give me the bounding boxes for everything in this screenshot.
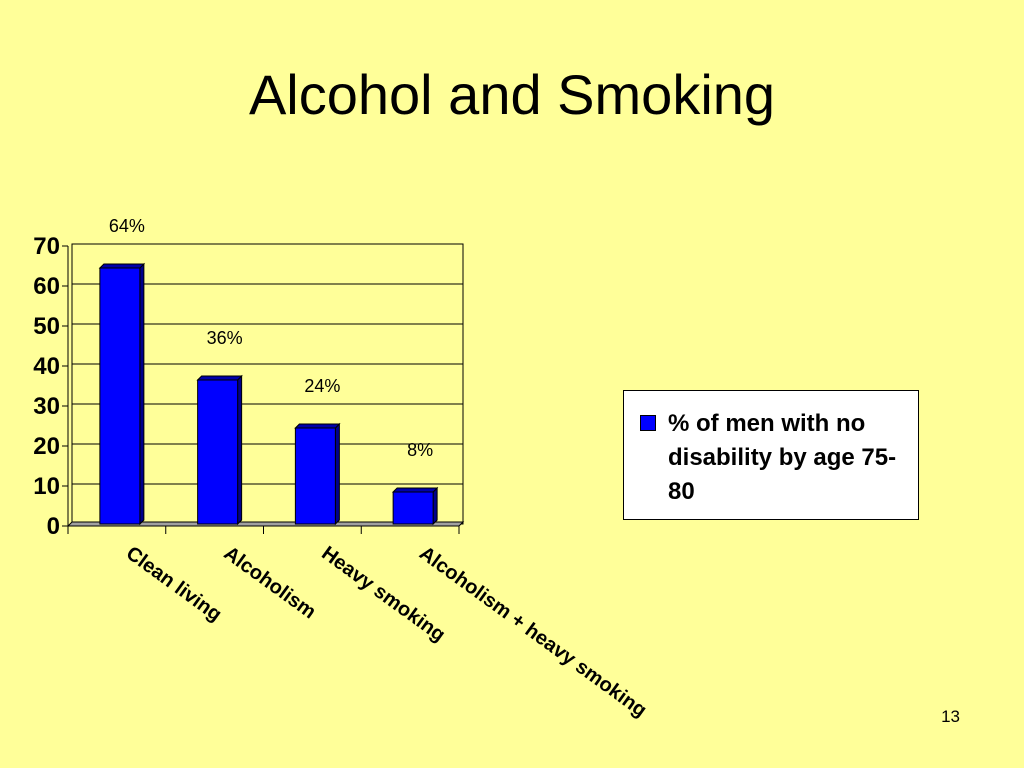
data-label: 24% [304, 376, 340, 396]
bar-front [99, 267, 141, 525]
y-tick-label: 40 [33, 353, 60, 380]
data-labels: 64% 36% 24% 8% [109, 216, 433, 460]
slide-number: 13 [941, 707, 960, 726]
data-label: 36% [207, 328, 243, 348]
bar-front [294, 427, 336, 525]
y-tick-label: 30 [33, 393, 60, 420]
bar-front [197, 379, 239, 525]
y-tick-label: 50 [33, 313, 60, 340]
legend-label: % of men with no disability by age 75-80 [668, 410, 897, 505]
x-tick-label: Alcoholism [220, 542, 320, 623]
y-tick-label: 20 [33, 433, 60, 460]
bar-side [432, 486, 438, 526]
bar-front [392, 491, 434, 525]
data-label: 8% [407, 440, 433, 460]
chart-legend: % of men with no disability by age 75-80 [623, 390, 919, 520]
bar-side [237, 374, 243, 526]
legend-swatch [640, 415, 656, 431]
bar-top [196, 375, 243, 381]
x-tick-label: Clean living [122, 542, 226, 626]
x-tick-label: Alcoholism + heavy smoking [415, 542, 650, 721]
y-tick-label: 60 [33, 273, 60, 300]
y-tick-label: 0 [47, 513, 60, 540]
bar [391, 486, 439, 526]
bar-top [294, 423, 341, 429]
bar [98, 262, 146, 526]
bar [294, 422, 341, 526]
bar-side [139, 262, 145, 526]
slide-title: Alcohol and Smoking [248, 63, 776, 126]
bar-top [98, 263, 146, 269]
bars [98, 262, 439, 526]
bar [196, 374, 243, 526]
y-tick-label: 70 [33, 233, 60, 260]
bar-side [334, 422, 340, 526]
y-tick-label: 10 [33, 473, 60, 500]
y-axis-ticks: 0 10 20 30 40 50 60 70 [33, 233, 68, 540]
bar-top [391, 487, 439, 493]
data-label: 64% [109, 216, 145, 236]
